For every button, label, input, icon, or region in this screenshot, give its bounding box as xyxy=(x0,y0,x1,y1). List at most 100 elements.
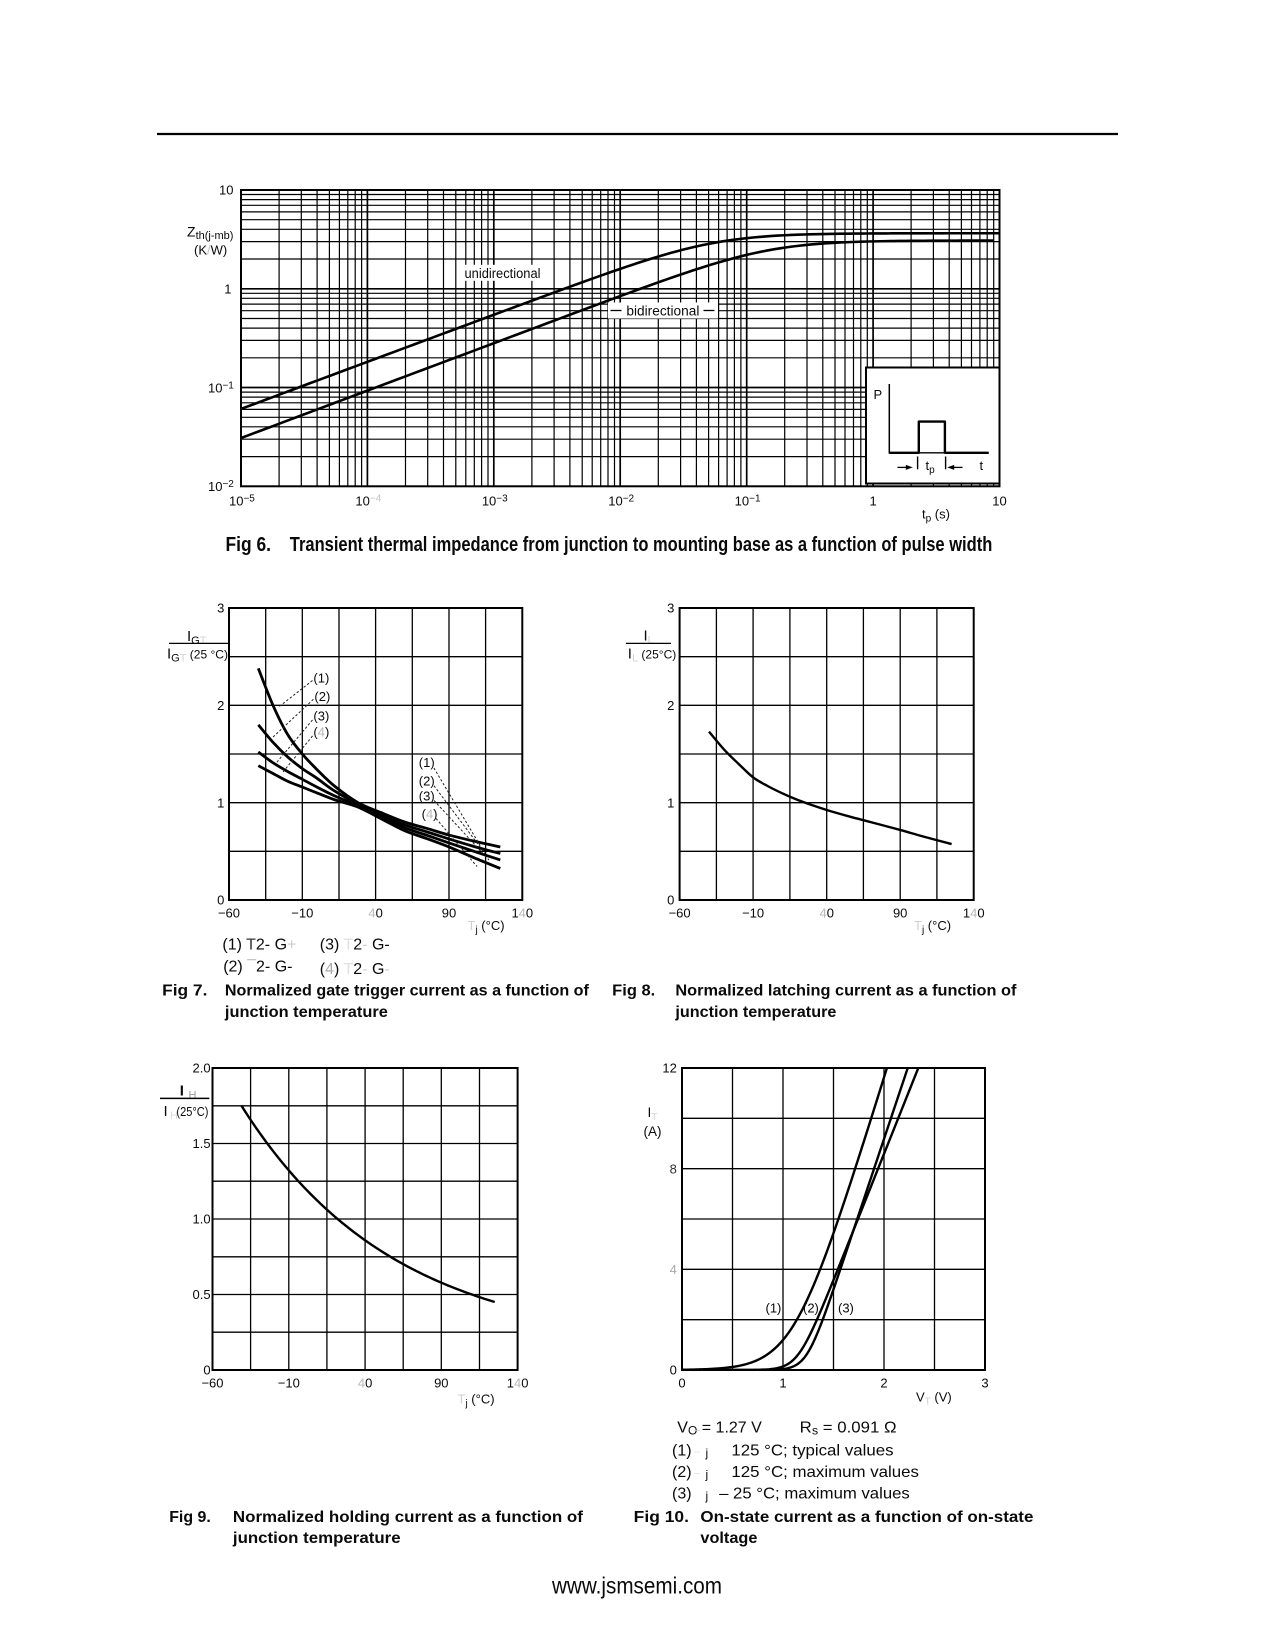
svg-text:voltage: voltage xyxy=(700,1530,757,1547)
svg-text:junction temperature: junction temperature xyxy=(674,1004,836,1021)
svg-text:(1): (1) xyxy=(672,1443,692,1460)
svg-text:Normalized gate trigger curren: Normalized gate trigger current as a fun… xyxy=(225,983,590,1000)
svg-text:10−1: 10−1 xyxy=(208,381,234,396)
svg-text:140: 140 xyxy=(511,906,533,921)
svg-text:(4): (4) xyxy=(313,725,329,740)
svg-text:1.0: 1.0 xyxy=(193,1212,211,1227)
svg-text:1: 1 xyxy=(869,494,876,509)
svg-text:I: I xyxy=(164,1103,168,1120)
svg-text:2: 2 xyxy=(880,1375,887,1390)
svg-text:3: 3 xyxy=(667,601,674,616)
svg-text:40: 40 xyxy=(368,906,382,921)
svg-text:(2) ¯2- G-: (2) ¯2- G- xyxy=(223,958,292,975)
svg-text:(3): (3) xyxy=(838,1301,854,1316)
svg-text:(1): (1) xyxy=(766,1301,782,1316)
svg-text:3: 3 xyxy=(981,1375,988,1390)
svg-text:IGT (25 °C): IGT (25 °C) xyxy=(167,646,228,665)
svg-text:VT (V): VT (V) xyxy=(916,1390,952,1408)
svg-text:Fig 9.: Fig 9. xyxy=(169,1509,211,1526)
svg-text:0.5: 0.5 xyxy=(193,1287,211,1302)
svg-text:t: t xyxy=(980,458,984,473)
svg-text:– 25 °C; maximum values: – 25 °C; maximum values xyxy=(719,1486,910,1503)
svg-text:j: j xyxy=(705,1489,709,1503)
svg-text:40: 40 xyxy=(358,1375,372,1390)
svg-text:10−3: 10−3 xyxy=(482,494,508,509)
svg-text:(A): (A) xyxy=(644,1124,662,1139)
svg-text:j: j xyxy=(705,1468,709,1482)
svg-text:1: 1 xyxy=(217,795,224,810)
svg-text:−60: −60 xyxy=(218,906,240,921)
svg-text:0: 0 xyxy=(678,1375,685,1390)
svg-text:8: 8 xyxy=(670,1161,677,1176)
svg-text:(2): (2) xyxy=(803,1301,819,1316)
svg-text:IL (25°C): IL (25°C) xyxy=(628,646,676,665)
svg-text:Tj (°C): Tj (°C) xyxy=(468,918,505,936)
svg-text:0: 0 xyxy=(217,893,224,908)
svg-text:(3): (3) xyxy=(313,709,329,724)
svg-text:I: I xyxy=(180,1083,184,1100)
svg-text:90: 90 xyxy=(434,1375,448,1390)
svg-text:10−2: 10−2 xyxy=(208,479,234,494)
svg-text:H: H xyxy=(170,1110,178,1122)
svg-text:10−5: 10−5 xyxy=(229,494,255,509)
svg-text:j: j xyxy=(705,1446,709,1460)
svg-text:140: 140 xyxy=(507,1375,529,1390)
svg-text:tp (s): tp (s) xyxy=(922,507,950,525)
svg-text:40: 40 xyxy=(819,906,833,921)
svg-text:Fig 10.: Fig 10. xyxy=(634,1509,689,1526)
svg-text:‾: ‾ xyxy=(694,1471,701,1487)
svg-text:H: H xyxy=(189,1090,197,1102)
svg-text:On-state current as a function: On-state current as a function of on-sta… xyxy=(700,1509,1033,1526)
svg-text:10: 10 xyxy=(219,183,233,198)
svg-text:12: 12 xyxy=(662,1061,676,1076)
svg-text:1: 1 xyxy=(224,282,231,297)
svg-text:10−4: 10−4 xyxy=(355,494,381,509)
svg-text:www.jsmsemi.com: www.jsmsemi.com xyxy=(551,1573,722,1599)
svg-text:−10: −10 xyxy=(742,906,764,921)
svg-text:1: 1 xyxy=(667,795,674,810)
svg-text:Fig 7.: Fig 7. xyxy=(162,983,207,1000)
svg-text:Fig 8.: Fig 8. xyxy=(612,983,655,1000)
svg-text:−60: −60 xyxy=(201,1375,223,1390)
svg-text:90: 90 xyxy=(893,906,907,921)
svg-text:Tj (°C): Tj (°C) xyxy=(914,918,951,936)
svg-text:140: 140 xyxy=(963,906,985,921)
svg-text:2: 2 xyxy=(217,698,224,713)
svg-text:Fig 6.: Fig 6. xyxy=(226,534,272,556)
svg-text:10−2: 10−2 xyxy=(608,494,634,509)
svg-text:−60: −60 xyxy=(669,906,691,921)
svg-text:(25°C): (25°C) xyxy=(176,1105,208,1119)
svg-text:2: 2 xyxy=(667,698,674,713)
svg-text:(3): (3) xyxy=(419,789,435,804)
svg-text:(2): (2) xyxy=(672,1464,692,1481)
svg-text:Zth(j-mb): Zth(j-mb) xyxy=(187,224,233,243)
svg-text:10: 10 xyxy=(992,494,1006,509)
svg-text:2.0: 2.0 xyxy=(193,1061,211,1076)
svg-text:(1): (1) xyxy=(419,755,435,770)
svg-text:(1): (1) xyxy=(313,671,329,686)
svg-text:Normalized latching current as: Normalized latching current as a functio… xyxy=(675,983,1017,1000)
svg-text:1.5: 1.5 xyxy=(193,1136,211,1151)
svg-text:(4) T2- G-: (4) T2- G- xyxy=(320,961,390,978)
svg-text:tp: tp xyxy=(926,458,936,476)
svg-text:unidirectional: unidirectional xyxy=(465,266,541,281)
svg-text:1: 1 xyxy=(779,1375,786,1390)
svg-text:P: P xyxy=(874,387,883,402)
svg-text:0: 0 xyxy=(667,893,674,908)
svg-text:(4): (4) xyxy=(422,807,438,822)
svg-text:125 °C; typical values: 125 °C; typical values xyxy=(731,1443,893,1460)
svg-text:VO = 1.27 V: VO = 1.27 V xyxy=(677,1419,762,1437)
svg-text:125 °C; maximum values: 125 °C; maximum values xyxy=(731,1464,919,1481)
svg-text:junction temperature: junction temperature xyxy=(224,1004,388,1021)
svg-text:Normalized holding current as: Normalized holding current as a function… xyxy=(233,1509,584,1526)
svg-text:‾: ‾ xyxy=(694,1450,701,1466)
svg-text:(3): (3) xyxy=(672,1486,692,1503)
svg-text:10−1: 10−1 xyxy=(735,494,761,509)
svg-text:0: 0 xyxy=(670,1363,677,1378)
svg-text:−10: −10 xyxy=(291,906,313,921)
svg-text:0: 0 xyxy=(203,1363,210,1378)
svg-text:Rs = 0.091 Ω: Rs = 0.091 Ω xyxy=(800,1419,897,1437)
svg-text:IGT: IGT xyxy=(187,628,207,647)
svg-text:‾: ‾ xyxy=(694,1428,701,1444)
svg-text:(K/W): (K/W) xyxy=(194,243,227,258)
